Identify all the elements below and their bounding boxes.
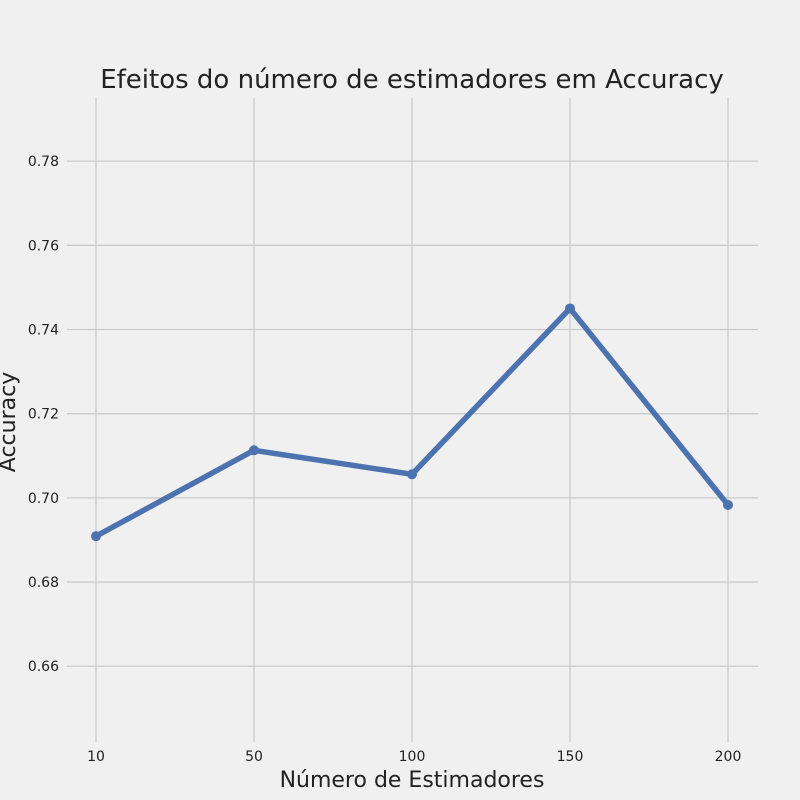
x-tick-label: 150 — [557, 749, 584, 765]
data-point — [723, 500, 733, 511]
grid — [67, 98, 758, 742]
data-point — [407, 469, 417, 480]
x-tick-label: 200 — [715, 749, 742, 765]
x-axis-label: Número de Estimadores — [280, 768, 545, 793]
y-tick-label: 0.72 — [28, 407, 59, 423]
y-tick-label: 0.66 — [28, 659, 59, 675]
data-point — [249, 445, 259, 456]
tick-labels: 0.66 0.68 0.70 0.72 0.74 0.76 0.78 10 50 100 150 20… — [28, 154, 742, 765]
chart-title: Efeitos do número de estimadores em Accu… — [100, 65, 724, 95]
series-layer — [91, 303, 733, 542]
x-tick-label: 100 — [399, 749, 426, 765]
x-tick-label: 10 — [87, 749, 105, 765]
y-axis-label: Accuracy — [0, 372, 21, 472]
data-point — [565, 303, 575, 314]
y-tick-label: 0.74 — [28, 323, 59, 339]
y-tick-label: 0.78 — [28, 154, 59, 170]
y-tick-label: 0.70 — [28, 491, 59, 507]
y-tick-label: 0.68 — [28, 575, 59, 591]
y-tick-label: 0.76 — [28, 238, 59, 254]
x-tick-label: 50 — [245, 749, 263, 765]
data-point — [91, 531, 101, 542]
